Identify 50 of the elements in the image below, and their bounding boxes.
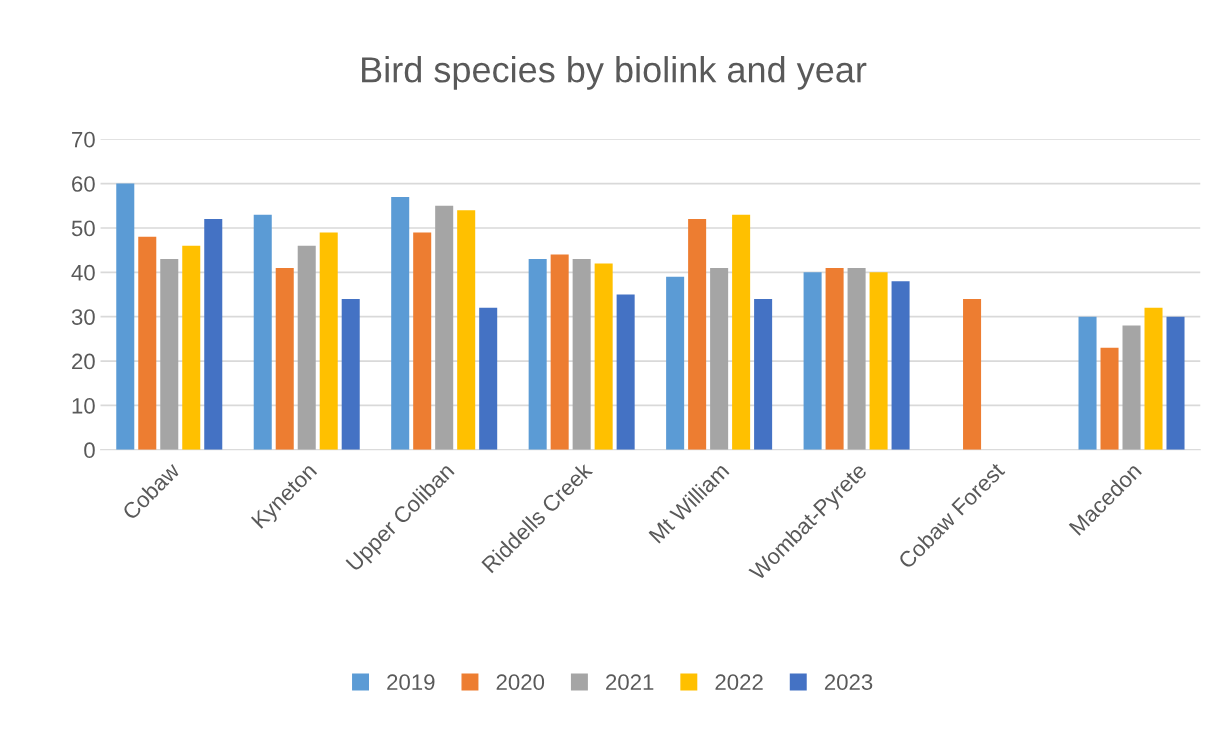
y-tick-label: 0 [84, 442, 95, 459]
bar [1144, 307, 1163, 450]
bar [594, 263, 613, 450]
bar [688, 219, 707, 450]
bar [116, 183, 135, 450]
bar [297, 245, 316, 450]
legend-label: 2020 [496, 674, 545, 691]
bar [732, 214, 751, 450]
bar [1078, 316, 1097, 450]
y-tick-label: 60 [72, 176, 95, 192]
bar [182, 245, 201, 450]
chart-title: Bird species by biolink and year [362, 56, 867, 90]
bar [550, 254, 569, 450]
bar [391, 196, 410, 450]
bar [1100, 347, 1119, 450]
bar [138, 236, 157, 450]
bar [572, 259, 591, 450]
bar [160, 259, 179, 450]
legend-label: 2019 [387, 674, 435, 691]
y-tick-label: 20 [72, 353, 95, 370]
bar [253, 214, 272, 450]
bar [803, 272, 822, 450]
bar [869, 272, 888, 450]
y-tick-label: 70 [72, 131, 95, 148]
bar [413, 232, 432, 450]
y-tick-label: 50 [71, 220, 95, 237]
bar [963, 298, 982, 450]
bar [457, 210, 476, 450]
legend-label: 2021 [606, 674, 654, 691]
bar [891, 281, 910, 450]
bar [319, 232, 338, 450]
bar [204, 219, 223, 450]
bar [1122, 325, 1141, 450]
bar [710, 267, 729, 450]
bar [1166, 316, 1185, 450]
y-tick-label: 30 [71, 309, 95, 325]
bar [435, 205, 454, 450]
y-tick-label: 10 [72, 397, 95, 414]
bar [825, 267, 844, 450]
bar [479, 307, 498, 450]
bar [754, 298, 773, 450]
bar [616, 294, 635, 450]
legend-label: 2023 [824, 674, 873, 691]
bar [275, 267, 294, 450]
bar [666, 276, 685, 450]
y-tick-label: 40 [71, 264, 95, 281]
legend-label: 2022 [715, 674, 763, 691]
bar [528, 259, 547, 450]
bar [847, 267, 866, 450]
bar [341, 298, 360, 450]
